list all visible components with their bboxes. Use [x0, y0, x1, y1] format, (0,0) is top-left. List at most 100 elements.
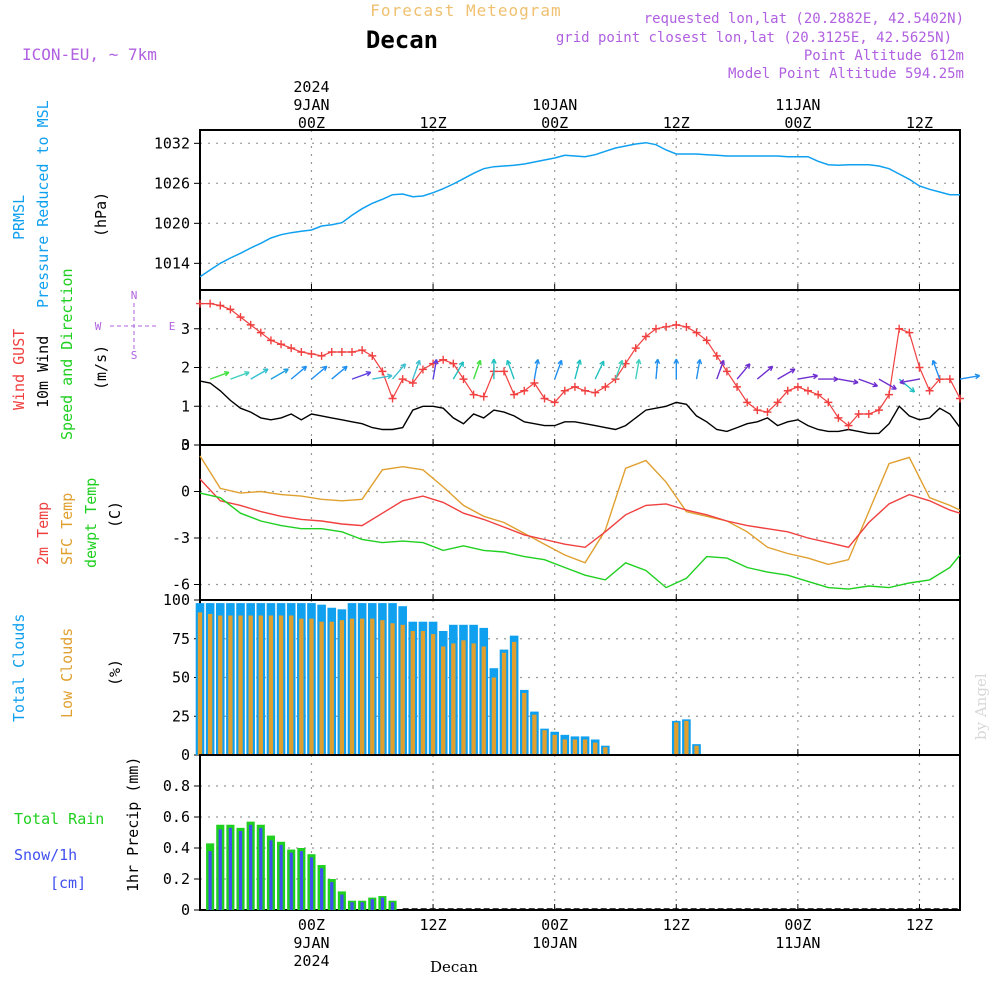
wind-direction-arrow	[695, 358, 703, 380]
wind-gust-marker	[256, 328, 265, 337]
snow-bar	[360, 902, 364, 910]
wind-speed-line	[199, 380, 961, 435]
wind-direction-arrow	[818, 376, 839, 383]
snow-bar	[228, 827, 233, 910]
wind-ylabels: Wind GUST 10m Wind Speed and Direction (…	[10, 268, 110, 440]
bottom-hour-label: 12Z	[663, 916, 690, 934]
model-altitude: Model Point Altitude 594.25m	[728, 66, 964, 82]
wind-direction-arrow	[270, 368, 289, 380]
wind-gust-marker	[297, 348, 306, 356]
wind-gust-marker	[236, 313, 245, 322]
wind-direction-arrow	[716, 359, 725, 380]
snow-bar	[208, 851, 212, 910]
wind-gust-marker	[692, 328, 701, 337]
clouds-ytick-label: 50	[172, 669, 190, 687]
snow-bar	[238, 830, 243, 910]
clouds-ytick-label: 100	[163, 591, 190, 609]
wind-direction-arrow	[432, 358, 439, 380]
wind-gust-marker	[956, 394, 964, 403]
wind-direction-arrow	[838, 378, 859, 385]
gust-label: Wind GUST	[10, 329, 28, 410]
wind-direction-arrow	[412, 359, 421, 380]
wind-gust-marker	[824, 398, 833, 407]
wind-gust-marker	[854, 410, 863, 418]
wind-direction-arrow	[899, 378, 920, 385]
location-title: Decan	[366, 26, 438, 54]
compass-e: E	[169, 320, 176, 333]
temperature-ytick-label: -6	[172, 576, 190, 594]
watermark: by Angel	[972, 673, 990, 740]
wind-gust-marker	[763, 408, 772, 417]
wind-gust-marker	[814, 390, 823, 399]
wind-direction-arrow	[614, 359, 624, 380]
top-hour-label: 12Z	[420, 114, 447, 132]
low-cloud-bar	[268, 615, 274, 755]
bottom-hour-label: 12Z	[420, 916, 447, 934]
compass-w: W	[95, 320, 102, 333]
low-cloud-bar	[593, 742, 598, 755]
chart-title: Forecast Meteogram	[370, 1, 561, 20]
wind-gust-marker	[895, 324, 904, 333]
low-cloud-bar	[684, 720, 689, 755]
wind-gust-marker	[834, 413, 843, 422]
top-year-label: 2024	[293, 78, 329, 96]
low-cloud-bar	[197, 612, 203, 755]
wind-gust-marker	[864, 410, 873, 418]
wind-gust-marker	[641, 332, 650, 341]
low-cloud-bar	[542, 730, 547, 755]
top-hour-label: 00Z	[784, 114, 811, 132]
wind-direction-arrow	[959, 373, 981, 380]
wind-gust-marker	[753, 406, 762, 415]
t2m-label: 2m Temp	[34, 502, 52, 565]
pressure-ytick-label: 1032	[154, 134, 190, 152]
clouds-panel: 0 25 50 75 100	[163, 591, 961, 764]
wind-gust-marker	[722, 367, 731, 376]
low-cloud-bar	[248, 615, 253, 755]
snow-bar	[350, 902, 354, 910]
low-cloud-bar	[572, 739, 578, 755]
wind-direction-arrow	[777, 368, 796, 380]
precip-ytick-label: 0.8	[163, 777, 190, 795]
wind-gust-marker	[915, 363, 924, 372]
sfc-temp-line	[199, 455, 961, 566]
wind-gust-marker	[520, 386, 529, 395]
wind-gust-marker	[591, 388, 600, 397]
low-cloud-bar	[532, 714, 537, 755]
low-cloud-bar	[339, 620, 345, 755]
wind-gust-marker	[530, 379, 539, 387]
clouds-ytick-label: 75	[172, 630, 190, 648]
bottom-hour-label: 00Z	[298, 916, 325, 934]
wind-gust-marker	[945, 375, 954, 384]
wind-gust-marker	[773, 398, 782, 407]
wind-gust-marker	[317, 351, 326, 360]
requested-coords: requested lon,lat (20.2882E, 42.5402N)	[644, 11, 964, 27]
wind-direction-arrow	[331, 365, 348, 380]
snow-bar	[279, 844, 283, 910]
wind-direction-arrow	[931, 359, 941, 380]
wind-gust-marker	[540, 394, 549, 403]
low-cloud-bar	[491, 677, 497, 755]
wind-gust-marker	[439, 355, 448, 364]
wind-gust-marker	[844, 421, 853, 430]
wind-gust-marker	[206, 299, 215, 308]
low-cloud-bar	[471, 643, 476, 755]
wind-gust-marker	[510, 390, 519, 399]
wind-direction-arrow	[736, 363, 751, 380]
low-cloud-bar	[451, 643, 456, 755]
low-cloud-bar	[359, 618, 365, 755]
wind-direction-arrow	[250, 368, 269, 380]
low-cloud-bar	[430, 634, 436, 755]
cloud-ylabels: Total Clouds Low Clouds (%)	[10, 614, 124, 722]
model-label: ICON-EU, ~ 7km	[22, 45, 157, 64]
wind-gust-marker	[469, 390, 478, 399]
snow-bar	[380, 897, 385, 910]
wind-gust-marker	[712, 351, 721, 360]
pressure-ylabels: PRMSL Pressure Reduced to MSL (hPa)	[10, 100, 110, 308]
wind-direction-arrow	[230, 371, 250, 380]
low-cloud-bar	[582, 739, 588, 755]
t2m-line	[199, 478, 961, 549]
pressure-ytick-label: 1020	[154, 214, 190, 232]
bottom-date-label: 9JAN	[293, 934, 329, 952]
low-cloud-bar	[207, 613, 213, 755]
snow-bar	[218, 829, 222, 910]
